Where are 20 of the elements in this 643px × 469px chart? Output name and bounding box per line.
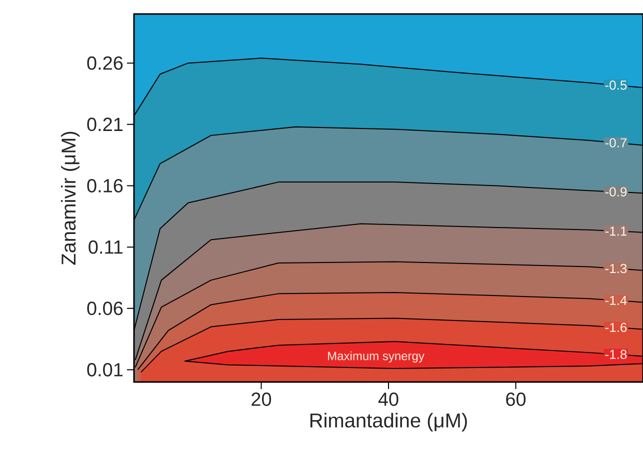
series-label: -1.6 <box>605 322 627 332</box>
series-label: -0.9 <box>605 187 627 196</box>
series-label: -0.7 <box>605 138 626 148</box>
series-label: -0.5 <box>605 80 627 90</box>
y-tick-label: 0.26 <box>87 56 123 70</box>
x-tick-label: 60 <box>506 392 526 406</box>
x-tick-label: 40 <box>378 392 398 406</box>
x-tick-label: 20 <box>252 392 272 406</box>
annotation: Maximum synergy <box>328 351 424 363</box>
y-tick-label: 0.21 <box>87 118 123 132</box>
series-label: -1.1 <box>605 226 627 236</box>
series-label: -1.8 <box>605 350 627 359</box>
y-tick-label: 0.01 <box>87 363 123 376</box>
y-tick-label: 0.06 <box>87 302 123 316</box>
y-tick-label: 0.11 <box>88 240 123 254</box>
x-axis-title: Rimantadine (μM) <box>310 412 467 432</box>
series-label: -1.4 <box>605 296 627 305</box>
series-label: -1.3 <box>605 264 627 274</box>
y-axis-title: Zanamivir (μM) <box>60 132 80 265</box>
y-tick-label: 0.16 <box>87 179 123 192</box>
